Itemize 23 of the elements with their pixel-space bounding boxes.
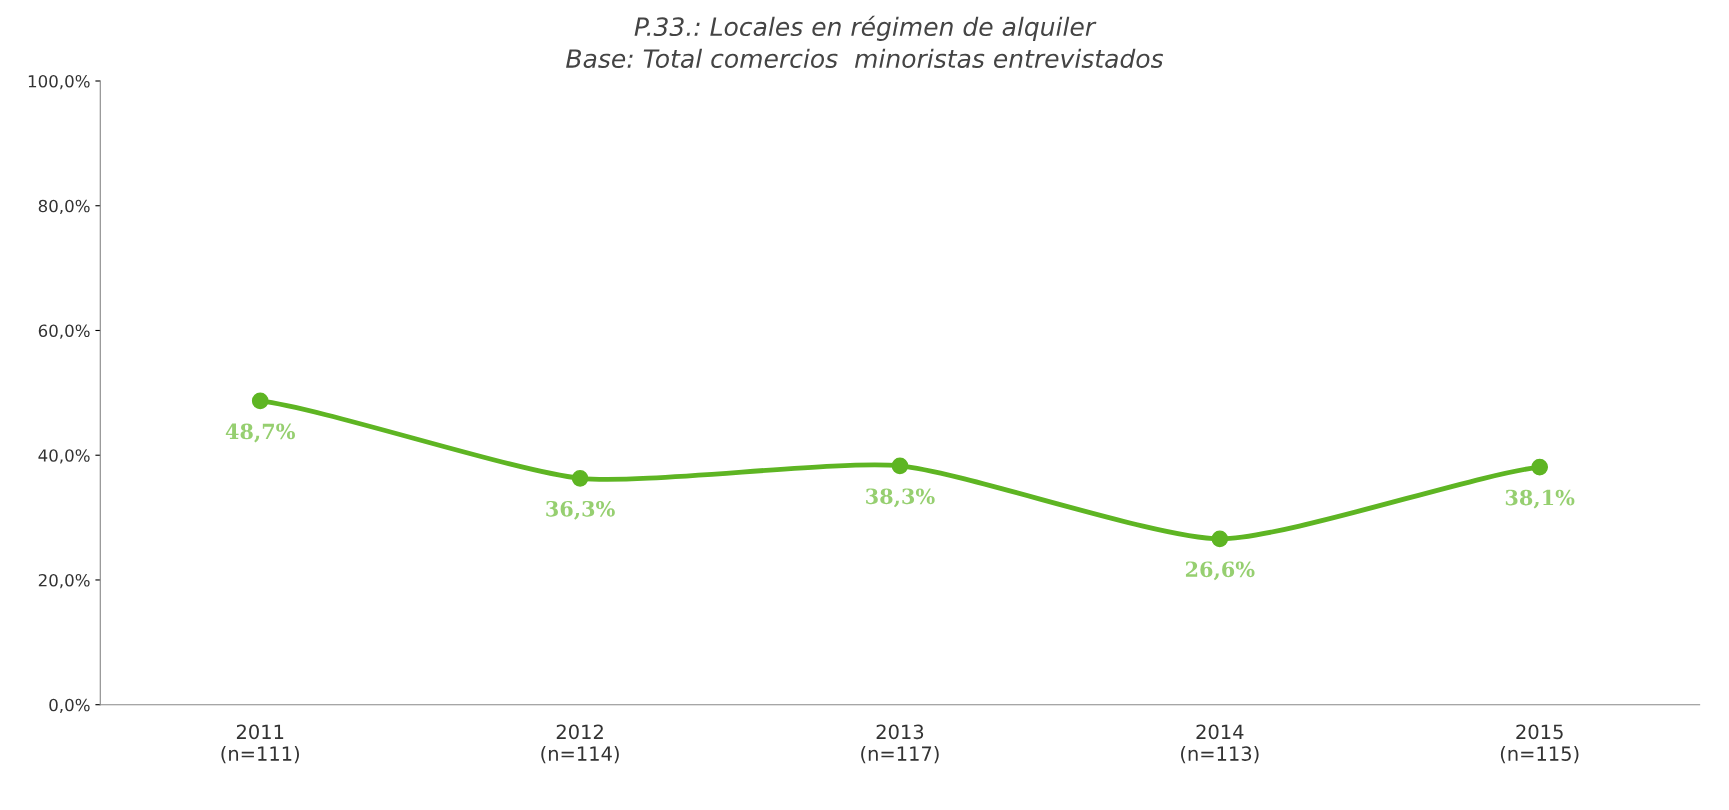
y-tick-label: 0,0%: [49, 698, 90, 713]
chart-title: P.33.: Locales en régimen de alquiler: [634, 15, 1097, 41]
point: [571, 469, 589, 487]
y-tick-label: 20,0%: [38, 573, 90, 589]
y-tick-label: 40,0%: [38, 449, 90, 464]
x-tick-label: 2013 (n=117): [861, 724, 939, 764]
data-label: 36,3%: [546, 500, 615, 520]
data-label: 38,1%: [1505, 489, 1575, 509]
point: [251, 392, 269, 410]
x-tick-label: 2015 (n=115): [1500, 724, 1579, 764]
y-tick-label: 80,0%: [38, 199, 90, 215]
y-tick-label: 60,0%: [38, 324, 90, 339]
point: [1531, 458, 1549, 476]
y-tick-label: 100,0%: [28, 74, 90, 90]
data-label: 38,3%: [866, 488, 935, 508]
chart-subtitle: Base: Total comercios minoristas entrevistados: [566, 48, 1164, 68]
x-tick-label: 2011 (n=111): [221, 724, 299, 764]
data-label: 48,7%: [225, 423, 295, 443]
data-label: 26,6%: [1185, 561, 1255, 581]
x-tick-label: 2014 (n=113): [1181, 724, 1259, 764]
point: [891, 457, 909, 475]
x-tick-label: 2012 (n=114): [541, 724, 619, 764]
point: [1211, 530, 1229, 548]
